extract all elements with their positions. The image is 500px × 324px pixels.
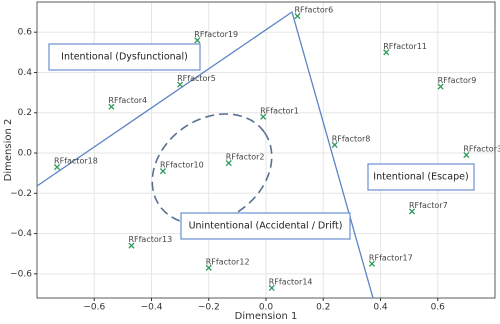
point-label: RFfactor10 bbox=[160, 161, 204, 170]
point-label: RFfactor14 bbox=[269, 277, 313, 286]
point bbox=[128, 242, 135, 249]
x-tick-label: 0.2 bbox=[316, 303, 330, 313]
point bbox=[205, 264, 212, 271]
point-label: RFfactor9 bbox=[438, 76, 477, 85]
point-label: RFfactor18 bbox=[54, 157, 98, 166]
x-tick-label: −0.2 bbox=[198, 303, 220, 313]
point bbox=[225, 160, 232, 167]
point-label: RFfactor11 bbox=[383, 42, 427, 51]
annotation-box bbox=[180, 212, 351, 240]
y-tick-label: −0.6 bbox=[10, 269, 32, 279]
point-label: RFfactor1 bbox=[260, 106, 299, 115]
point-label: RFfactor19 bbox=[194, 30, 238, 39]
point-label: RFfactor8 bbox=[332, 134, 371, 143]
x-tick-label: 0.6 bbox=[431, 303, 446, 313]
point-label: RFfactor17 bbox=[369, 253, 413, 262]
annotation: Intentional (Escape) bbox=[373, 172, 468, 183]
point-label: RFfactor5 bbox=[177, 74, 216, 83]
point-label: RFfactor12 bbox=[206, 257, 250, 266]
x-tick-label: 0.4 bbox=[373, 303, 388, 313]
point-label: RFfactor6 bbox=[294, 6, 333, 15]
x-tick-label: −0.6 bbox=[83, 303, 105, 313]
point bbox=[294, 13, 301, 20]
cluster-ellipse bbox=[151, 113, 273, 225]
point bbox=[368, 260, 375, 267]
point bbox=[53, 164, 61, 171]
point bbox=[194, 37, 201, 44]
boundary-line bbox=[36, 10, 374, 299]
point bbox=[408, 208, 416, 215]
x-axis-label: Dimension 1 bbox=[235, 311, 298, 322]
point bbox=[463, 151, 470, 159]
annotation-box bbox=[48, 43, 201, 71]
annotation: Intentional (Dysfunctional) bbox=[61, 52, 188, 63]
point bbox=[268, 284, 275, 291]
point bbox=[177, 81, 184, 88]
point bbox=[437, 83, 444, 90]
point bbox=[383, 49, 390, 56]
x-tick-label: 0.0 bbox=[259, 303, 274, 313]
point bbox=[331, 141, 338, 149]
y-tick-label: −0.2 bbox=[10, 189, 32, 199]
y-tick-label: 0.2 bbox=[18, 108, 32, 118]
y-tick-label: 0.0 bbox=[18, 149, 33, 159]
point-label: RFfactor4 bbox=[108, 96, 147, 105]
point-label: RFfactor7 bbox=[409, 201, 448, 210]
y-tick-label: −0.4 bbox=[10, 229, 32, 239]
y-tick-label: 0.4 bbox=[18, 68, 33, 78]
annotation: Unintentional (Accidental / Drift) bbox=[189, 221, 343, 232]
annotation-box bbox=[367, 163, 475, 191]
point bbox=[260, 113, 267, 120]
point bbox=[159, 168, 167, 175]
x-tick-label: −0.4 bbox=[141, 303, 163, 313]
point-label: RFfactor2 bbox=[226, 153, 265, 162]
point-label: RFfactor3 bbox=[463, 145, 500, 154]
y-axis-label: Dimension 2 bbox=[3, 119, 14, 182]
y-tick-label: 0.6 bbox=[18, 28, 33, 38]
point-label: RFfactor13 bbox=[128, 235, 172, 244]
point bbox=[108, 103, 115, 110]
